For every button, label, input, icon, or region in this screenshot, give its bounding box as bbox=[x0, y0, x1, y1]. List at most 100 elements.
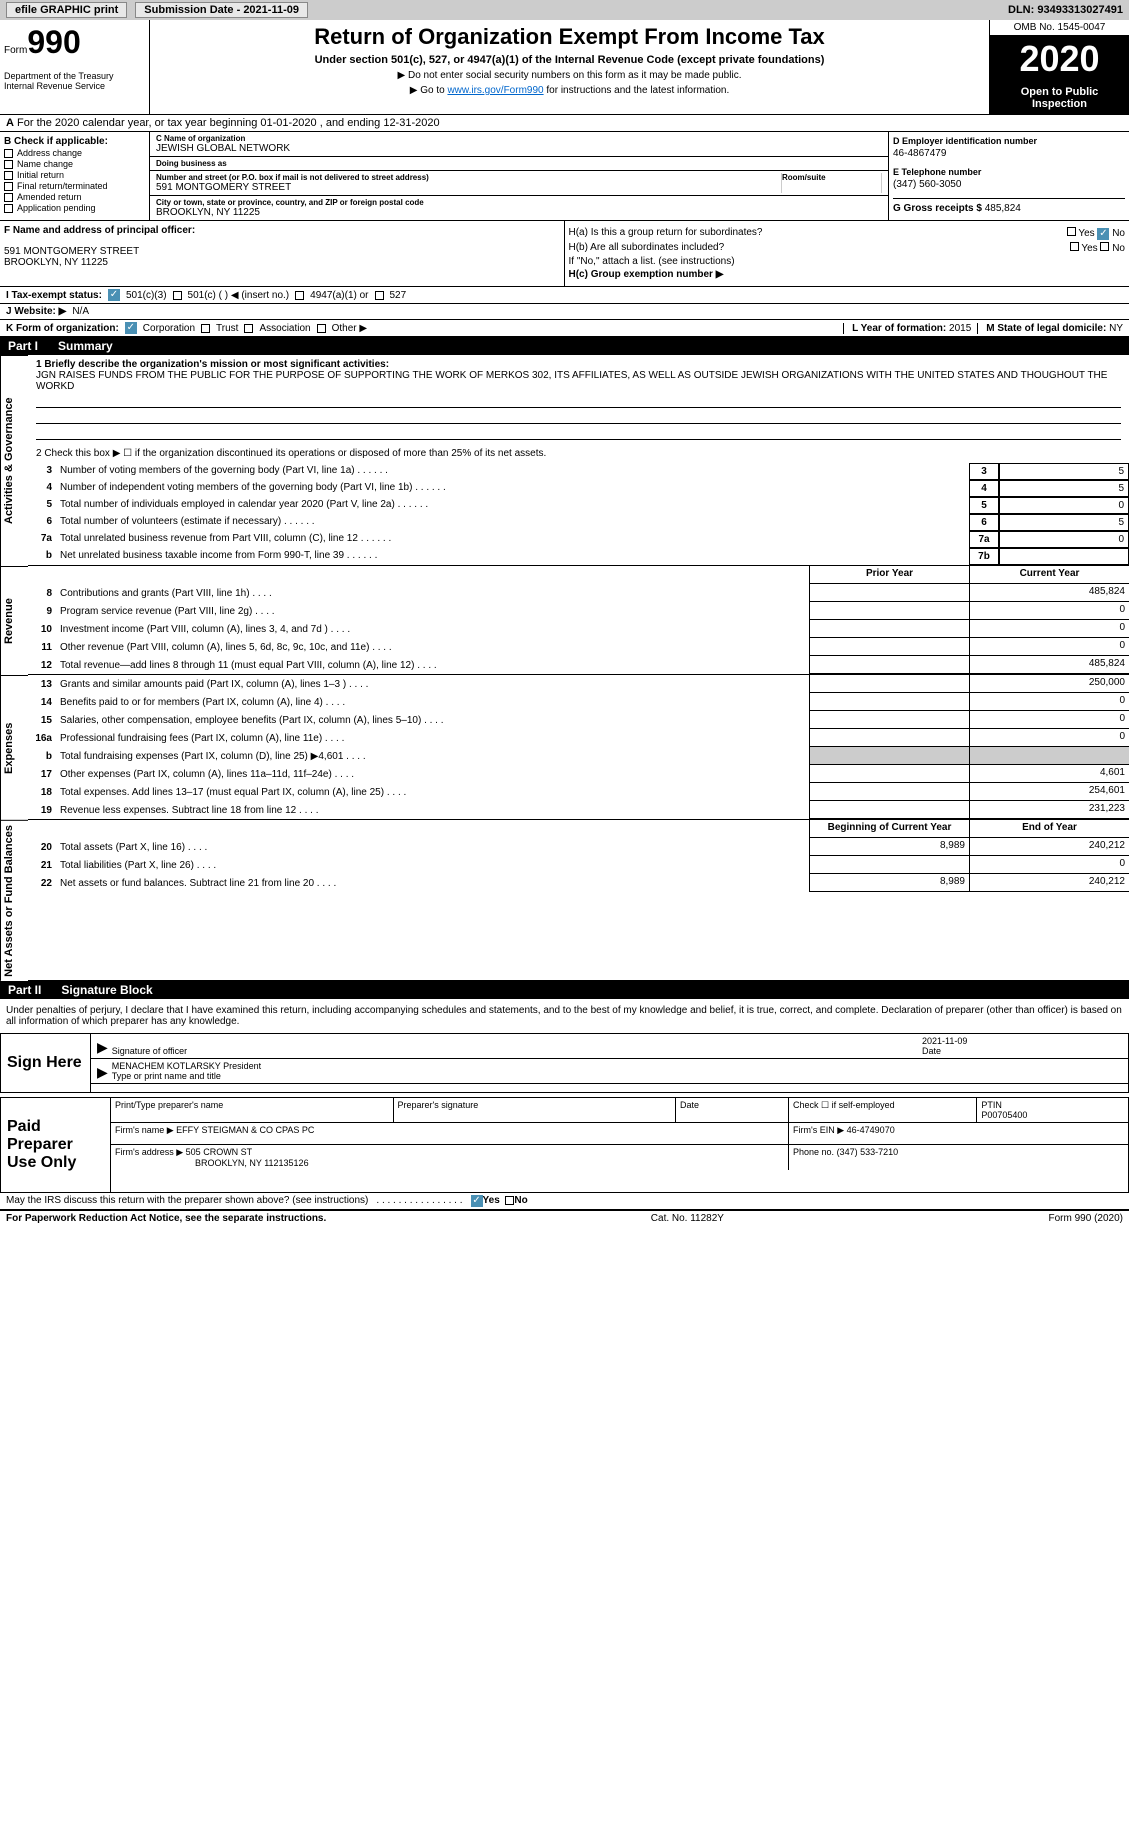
instructions-link[interactable]: www.irs.gov/Form990 bbox=[447, 85, 543, 96]
line-ref: 5 bbox=[969, 497, 999, 514]
line-num: 3 bbox=[28, 463, 56, 480]
chk-501c3[interactable]: ✓ bbox=[108, 289, 120, 301]
ptin-value: P00705400 bbox=[981, 1110, 1124, 1120]
sign-here-label: Sign Here bbox=[1, 1034, 91, 1092]
omb-number: OMB No. 1545-0047 bbox=[990, 20, 1129, 36]
chk-527[interactable] bbox=[375, 291, 384, 300]
chk-4947[interactable] bbox=[295, 291, 304, 300]
chk-trust[interactable] bbox=[201, 324, 210, 333]
line-desc: Contributions and grants (Part VIII, lin… bbox=[56, 586, 809, 601]
line-num: 16a bbox=[28, 731, 56, 746]
tax-year: 2020 bbox=[990, 36, 1129, 82]
line-ref: 7a bbox=[969, 531, 999, 548]
gov-row: 4 Number of independent voting members o… bbox=[28, 480, 1129, 497]
col-begin-year: Beginning of Current Year bbox=[809, 820, 969, 838]
line-desc: Net assets or fund balances. Subtract li… bbox=[56, 876, 809, 891]
officer-addr1: 591 MONTGOMERY STREET bbox=[4, 246, 560, 257]
section-a-period: A For the 2020 calendar year, or tax yea… bbox=[0, 115, 1129, 132]
fin-row: b Total fundraising expenses (Part IX, c… bbox=[28, 747, 1129, 765]
ha-no-chk[interactable]: ✓ bbox=[1097, 228, 1109, 240]
side-netassets: Net Assets or Fund Balances bbox=[0, 820, 28, 981]
hb-no-chk[interactable] bbox=[1100, 242, 1109, 251]
prior-value bbox=[809, 729, 969, 747]
sig-date-value: 2021-11-09 bbox=[922, 1036, 1122, 1046]
state-domicile: NY bbox=[1109, 323, 1123, 334]
line-num: 15 bbox=[28, 713, 56, 728]
current-value bbox=[969, 747, 1129, 765]
line-value: 5 bbox=[999, 514, 1129, 531]
line-desc: Program service revenue (Part VIII, line… bbox=[56, 604, 809, 619]
fin-row: 9 Program service revenue (Part VIII, li… bbox=[28, 602, 1129, 620]
fin-row: 12 Total revenue—add lines 8 through 11 … bbox=[28, 656, 1129, 674]
col-end-year: End of Year bbox=[969, 820, 1129, 838]
net-header-row: Beginning of Current Year End of Year bbox=[28, 820, 1129, 838]
fin-row: 22 Net assets or fund balances. Subtract… bbox=[28, 874, 1129, 892]
fin-row: 10 Investment income (Part VIII, column … bbox=[28, 620, 1129, 638]
current-value: 485,824 bbox=[969, 656, 1129, 674]
submission-date-btn[interactable]: Submission Date - 2021-11-09 bbox=[135, 2, 308, 18]
prior-value bbox=[809, 765, 969, 783]
lbl-amended: Amended return bbox=[17, 192, 82, 202]
prior-value: 8,989 bbox=[809, 874, 969, 892]
prior-value bbox=[809, 620, 969, 638]
chk-amended[interactable] bbox=[4, 193, 13, 202]
form-id-block: Form990 Department of the Treasury Inter… bbox=[0, 20, 150, 114]
discuss-no-chk[interactable] bbox=[505, 1196, 514, 1205]
note-link: ▶ Go to www.irs.gov/Form990 for instruct… bbox=[154, 85, 985, 96]
ein-label: D Employer identification number bbox=[893, 136, 1125, 146]
line-desc: Total fundraising expenses (Part IX, col… bbox=[56, 749, 809, 764]
prior-value bbox=[809, 693, 969, 711]
fin-row: 16a Professional fundraising fees (Part … bbox=[28, 729, 1129, 747]
footer-row: For Paperwork Reduction Act Notice, see … bbox=[0, 1211, 1129, 1226]
chk-initial-return[interactable] bbox=[4, 171, 13, 180]
line-num: 20 bbox=[28, 840, 56, 855]
line-value: 5 bbox=[999, 463, 1129, 480]
prep-name-hdr: Print/Type preparer's name bbox=[111, 1098, 394, 1122]
fin-header-row: Prior Year Current Year bbox=[28, 566, 1129, 584]
tel-value: (347) 560-3050 bbox=[893, 179, 1125, 190]
footer-left: For Paperwork Reduction Act Notice, see … bbox=[6, 1213, 326, 1224]
lbl-name-change: Name change bbox=[17, 159, 73, 169]
current-value: 254,601 bbox=[969, 783, 1129, 801]
current-value: 485,824 bbox=[969, 584, 1129, 602]
open-public-label: Open to Public Inspection bbox=[990, 82, 1129, 114]
ein-value: 46-4867479 bbox=[893, 148, 1125, 159]
chk-association[interactable] bbox=[244, 324, 253, 333]
chk-other[interactable] bbox=[317, 324, 326, 333]
fin-row: 17 Other expenses (Part IX, column (A), … bbox=[28, 765, 1129, 783]
line-ref: 7b bbox=[969, 548, 999, 565]
efile-graphic-btn[interactable]: efile GRAPHIC print bbox=[6, 2, 127, 18]
discuss-yes-chk[interactable]: ✓ bbox=[471, 1195, 483, 1207]
chk-501c[interactable] bbox=[173, 291, 182, 300]
sig-officer-label: Signature of officer bbox=[112, 1046, 922, 1056]
line-num: 11 bbox=[28, 640, 56, 655]
side-governance: Activities & Governance bbox=[0, 355, 28, 566]
part2-header: Part II Signature Block bbox=[0, 981, 1129, 999]
lbl-app-pending: Application pending bbox=[17, 203, 96, 213]
line-desc: Benefits paid to or for members (Part IX… bbox=[56, 695, 809, 710]
prior-value bbox=[809, 783, 969, 801]
gov-row: b Net unrelated business taxable income … bbox=[28, 548, 1129, 565]
row-i-tax-exempt: I Tax-exempt status: ✓501(c)(3) 501(c) (… bbox=[0, 287, 1129, 304]
part1-header: Part I Summary bbox=[0, 337, 1129, 355]
ha-yes-chk[interactable] bbox=[1067, 227, 1076, 236]
chk-final-return[interactable] bbox=[4, 182, 13, 191]
chk-app-pending[interactable] bbox=[4, 204, 13, 213]
current-value: 0 bbox=[969, 602, 1129, 620]
chk-corporation[interactable]: ✓ bbox=[125, 322, 137, 334]
line-desc: Revenue less expenses. Subtract line 18 … bbox=[56, 803, 809, 818]
line-desc: Net unrelated business taxable income fr… bbox=[56, 548, 969, 565]
gov-row: 7a Total unrelated business revenue from… bbox=[28, 531, 1129, 548]
box-b-label: B Check if applicable: bbox=[4, 136, 145, 147]
row-j-website: J Website: ▶ N/A bbox=[0, 304, 1129, 320]
chk-address-change[interactable] bbox=[4, 149, 13, 158]
lbl-final-return: Final return/terminated bbox=[17, 181, 108, 191]
chk-name-change[interactable] bbox=[4, 160, 13, 169]
hb-yes-chk[interactable] bbox=[1070, 242, 1079, 251]
prior-value bbox=[809, 638, 969, 656]
penalties-text: Under penalties of perjury, I declare th… bbox=[0, 999, 1129, 1033]
gov-row: 6 Total number of volunteers (estimate i… bbox=[28, 514, 1129, 531]
line-num: 22 bbox=[28, 876, 56, 891]
prior-value bbox=[809, 747, 969, 765]
fin-row: 20 Total assets (Part X, line 16) . . . … bbox=[28, 838, 1129, 856]
